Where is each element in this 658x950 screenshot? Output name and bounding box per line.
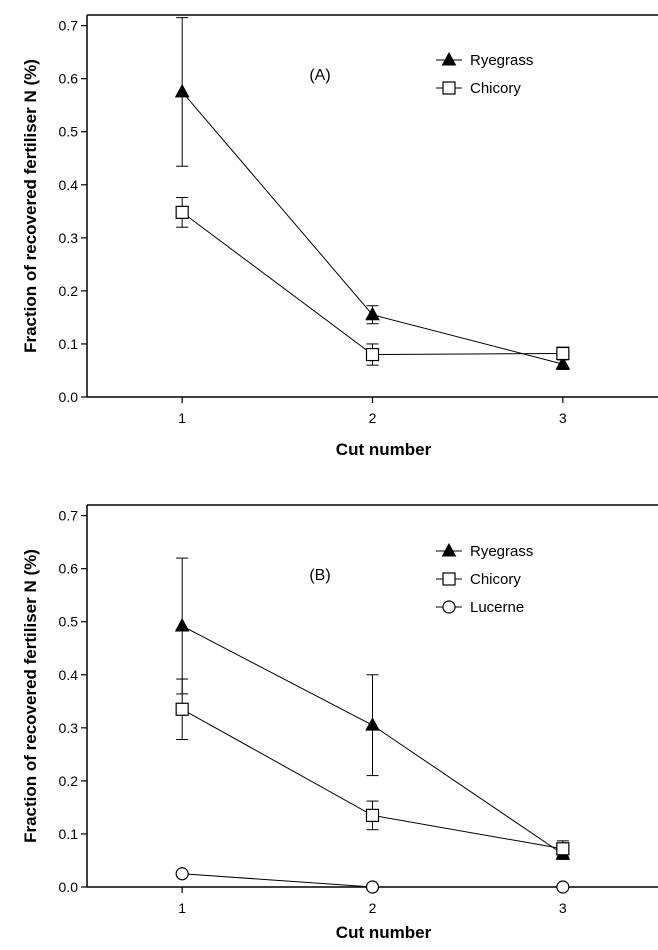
series-lucerne (175, 867, 570, 894)
legend-marker (441, 51, 457, 66)
legend-label: Chicory (470, 571, 521, 588)
x-axis-title: Cut number (336, 440, 432, 459)
legend-label: Ryegrass (470, 52, 533, 69)
data-point (365, 808, 380, 822)
y-tick-label: 0.0 (59, 389, 79, 405)
legend-marker (441, 542, 457, 557)
series-chicory (175, 197, 570, 366)
series-ryegrass (174, 17, 571, 370)
legend-marker (442, 81, 456, 95)
y-tick-label: 0.3 (59, 720, 79, 736)
data-point (174, 83, 190, 98)
data-point (175, 205, 189, 219)
x-tick-label: 2 (369, 410, 377, 426)
y-tick-label: 0.4 (59, 177, 79, 193)
x-axis-title: Cut number (336, 923, 432, 942)
y-tick-label: 0.0 (59, 879, 79, 895)
y-tick-label: 0.3 (59, 230, 79, 246)
y-tick-label: 0.6 (59, 71, 79, 87)
legend-label: Ryegrass (470, 543, 533, 560)
x-tick-label: 1 (178, 410, 186, 426)
data-point (365, 880, 380, 894)
chart-panel-a: 0.0 0.1 0.2 0.3 0.4 0.5 0.6 0.7 1 2 3 Cut number Fra… (21, 14, 658, 459)
y-tick-label: 0.4 (59, 667, 79, 683)
y-tick-label: 0.7 (59, 18, 79, 34)
series-line (181, 211, 563, 356)
y-tick-label: 0.7 (59, 508, 79, 524)
x-tick-label: 3 (559, 410, 567, 426)
data-point (555, 356, 571, 370)
x-tick-label: 3 (559, 900, 567, 916)
x-tick-label: 1 (178, 900, 186, 916)
data-point (556, 346, 570, 361)
y-axis-title: Fraction of recovered fertiliser N (%) (21, 549, 40, 843)
y-tick-label: 0.2 (59, 773, 79, 789)
data-point (556, 842, 570, 856)
y-tick-label: 0.1 (59, 336, 79, 352)
x-tick-label: 2 (369, 900, 377, 916)
data-point (365, 717, 380, 731)
data-point (175, 702, 189, 716)
panel-label: (B) (309, 567, 330, 584)
y-tick-label: 0.2 (59, 283, 79, 299)
data-point (174, 617, 190, 632)
chart-panel-b: 0.0 0.1 0.2 0.3 0.4 0.5 0.6 0.7 1 2 3 Cut number Fra… (21, 504, 658, 942)
data-point (175, 867, 189, 881)
panel-label: (A) (309, 67, 330, 84)
y-tick-label: 0.6 (59, 561, 79, 577)
y-tick-label: 0.1 (59, 826, 79, 842)
series-chicory (175, 678, 570, 858)
legend-label: Chicory (470, 80, 521, 97)
data-point (365, 347, 380, 362)
legend-label: Lucerne (470, 599, 524, 616)
legend-marker (442, 572, 456, 586)
data-point (365, 306, 380, 321)
y-axis-title: Fraction of recovered fertiliser N (%) (21, 59, 40, 353)
y-tick-label: 0.5 (59, 124, 79, 140)
legend-marker (442, 600, 456, 614)
y-tick-label: 0.5 (59, 614, 79, 630)
data-point (556, 880, 570, 894)
